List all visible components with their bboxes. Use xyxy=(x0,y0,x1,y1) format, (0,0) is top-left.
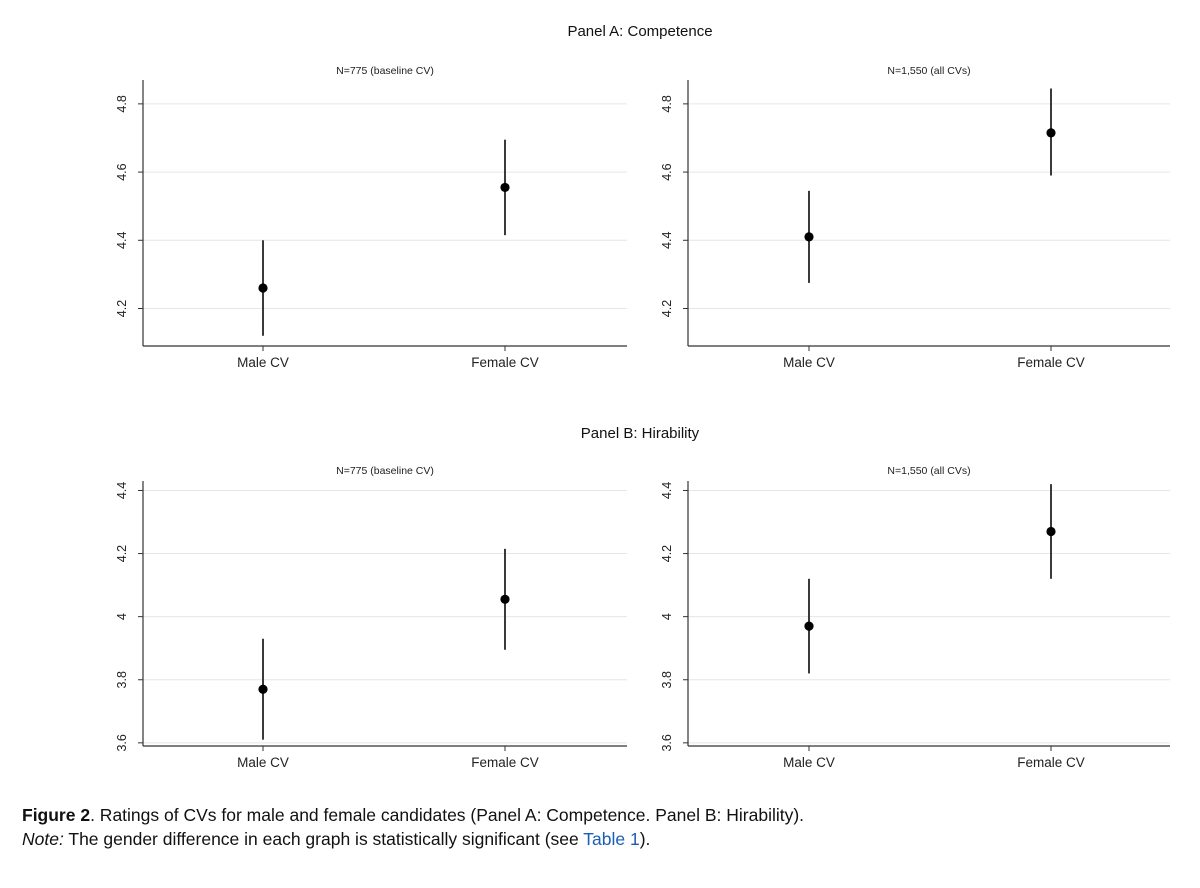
y-tick-label: 3.6 xyxy=(115,734,129,751)
x-tick-label: Female CV xyxy=(471,755,539,770)
panel-a-title: Panel A: Competence xyxy=(567,23,712,40)
plot-4: N=1,550 (all CVs) 3.6 3.8 4 4.2 4.4 Male CV Fem… xyxy=(660,465,1170,770)
plot-title: N=1,550 (all CVs) xyxy=(887,65,970,77)
data-point xyxy=(1046,526,1056,537)
y-tick-label: 4.8 xyxy=(660,95,674,112)
figure-label: Figure 2 xyxy=(22,805,91,825)
x-tick-label: Male CV xyxy=(237,355,289,370)
plot-title: N=775 (baseline CV) xyxy=(336,465,434,477)
y-tick-label: 3.6 xyxy=(660,734,674,751)
y-tick-label: 3.8 xyxy=(115,671,129,688)
y-tick-label: 4.2 xyxy=(115,300,129,317)
data-point xyxy=(258,684,268,694)
figure-canvas: Panel A: Competence Panel B: Hirability … xyxy=(115,23,1170,770)
plot-1: N=775 (baseline CV) 4.2 4.4 4.6 4.8 Male CV Fe… xyxy=(115,65,627,370)
plot-3: N=775 (baseline CV) 3.6 3.8 4 4.2 4.4 Male CV F… xyxy=(115,465,627,770)
note-text: The gender difference in each graph is s… xyxy=(63,829,584,849)
x-tick-label: Female CV xyxy=(1017,755,1085,770)
figure-caption: Figure 2. Ratings of CVs for male and fe… xyxy=(22,803,1182,827)
y-tick-label: 4 xyxy=(115,613,129,620)
data-point xyxy=(804,232,814,242)
figure-caption-text: . Ratings of CVs for male and female can… xyxy=(90,805,805,825)
data-point xyxy=(804,621,814,631)
plot-title: N=775 (baseline CV) xyxy=(336,65,434,77)
y-tick-label: 4.8 xyxy=(115,95,129,112)
x-tick-label: Male CV xyxy=(783,355,835,370)
plot-2: N=1,550 (all CVs) 4.2 4.4 4.6 4.8 Male CV Fema… xyxy=(660,65,1170,370)
table-1-link[interactable]: Table 1 xyxy=(583,829,640,849)
note-end: ). xyxy=(639,829,651,849)
data-point xyxy=(258,283,268,293)
x-tick-label: Male CV xyxy=(237,755,289,770)
x-tick-label: Male CV xyxy=(783,755,835,770)
y-tick-label: 4.2 xyxy=(660,545,674,562)
x-tick-label: Female CV xyxy=(1017,355,1085,370)
data-point xyxy=(500,182,510,193)
y-tick-label: 4.4 xyxy=(115,232,129,249)
y-tick-label: 4 xyxy=(660,613,674,620)
y-tick-label: 4.2 xyxy=(660,300,674,317)
panel-b-title: Panel B: Hirability xyxy=(581,425,700,442)
note-label: Note: xyxy=(22,829,64,849)
y-tick-label: 4.4 xyxy=(115,482,129,499)
data-point xyxy=(1046,128,1056,138)
data-point xyxy=(500,594,510,604)
y-tick-label: 4.4 xyxy=(660,482,674,499)
y-tick-label: 3.8 xyxy=(660,671,674,688)
x-tick-label: Female CV xyxy=(471,355,539,370)
y-tick-label: 4.6 xyxy=(115,163,129,180)
y-tick-label: 4.2 xyxy=(115,545,129,562)
y-tick-label: 4.4 xyxy=(660,232,674,249)
figure-note: Note: The gender difference in each grap… xyxy=(22,827,1182,851)
plot-title: N=1,550 (all CVs) xyxy=(887,465,970,477)
y-tick-label: 4.6 xyxy=(660,163,674,180)
